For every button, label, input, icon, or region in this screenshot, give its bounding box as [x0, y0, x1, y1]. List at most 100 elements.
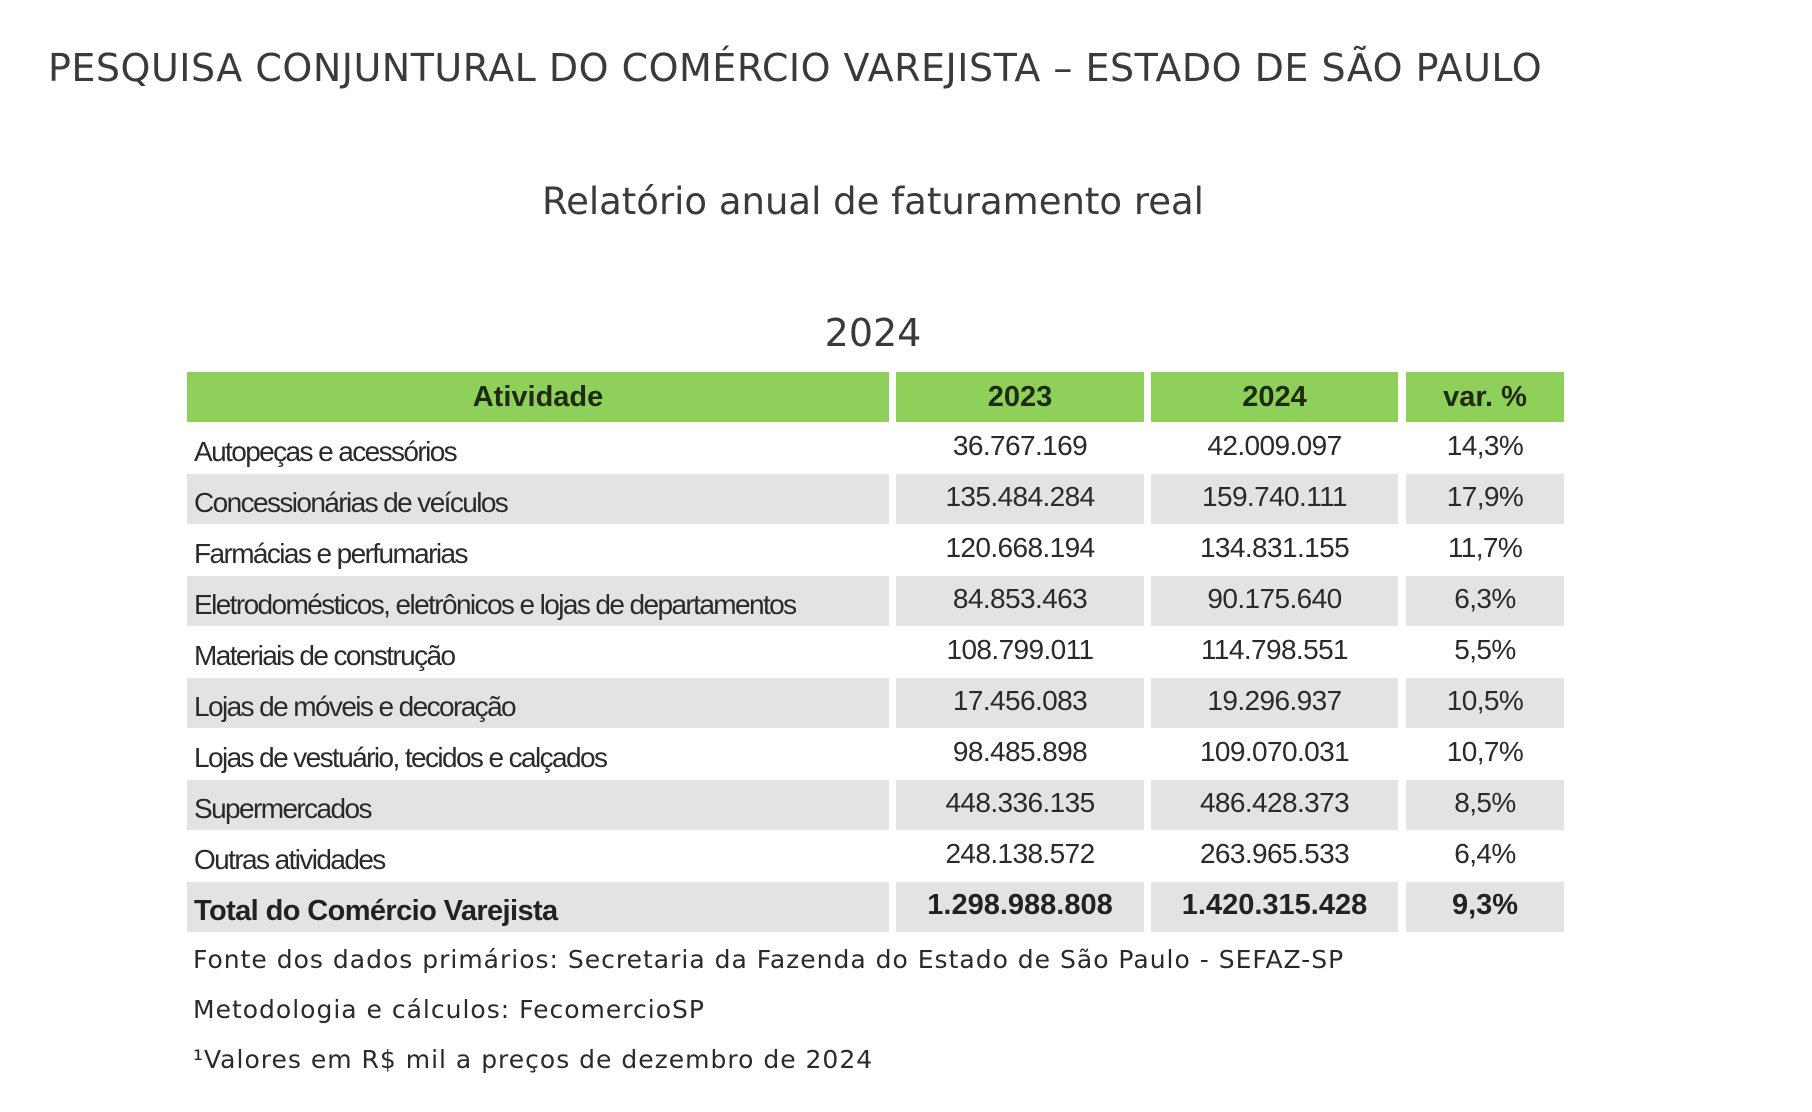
total-variation-cell: 9,3% — [1406, 882, 1564, 932]
header-2024: 2024 — [1151, 372, 1398, 422]
variation-value: 11,7% — [1447, 532, 1523, 563]
variation-cell: 6,4% — [1406, 831, 1564, 881]
value-2023: 120.668.194 — [945, 532, 1095, 563]
variation-value: 8,5% — [1454, 787, 1516, 818]
variation-cell: 10,7% — [1406, 729, 1564, 779]
table-header-row: Atividade 2023 2024 var. % — [187, 372, 1564, 422]
value-2023-cell: 84.853.463 — [896, 576, 1144, 626]
value-2024: 19.296.937 — [1207, 685, 1342, 716]
variation-value: 17,9% — [1446, 481, 1524, 512]
total-label: Total do Comércio Varejista — [194, 894, 558, 927]
header-variation: var. % — [1406, 372, 1564, 422]
table-row: Eletrodomésticos, eletrônicos e lojas de… — [187, 576, 1564, 626]
activity-cell: Lojas de vestuário, tecidos e calçados — [187, 729, 889, 779]
total-label-cell: Total do Comércio Varejista — [187, 882, 889, 932]
value-2023: 17.456.083 — [952, 685, 1088, 716]
value-2023: 448.336.135 — [945, 787, 1095, 818]
activity-label: Farmácias e perfumarias — [194, 538, 468, 569]
source-note: Fonte dos dados primários: Secretaria da… — [193, 945, 1345, 974]
value-2024: 486.428.373 — [1199, 787, 1350, 818]
variation-value: 6,3% — [1454, 583, 1516, 614]
variation-value: 6,4% — [1454, 838, 1516, 869]
value-2023-cell: 108.799.011 — [896, 627, 1144, 677]
variation-cell: 11,7% — [1406, 525, 1564, 575]
methodology-note: Metodologia e cálculos: FecomercioSP — [193, 995, 705, 1024]
total-2023: 1.298.988.808 — [927, 888, 1113, 921]
activity-cell: Eletrodomésticos, eletrônicos e lojas de… — [187, 576, 889, 626]
activity-cell: Autopeças e acessórios — [187, 423, 889, 473]
variation-cell: 10,5% — [1406, 678, 1564, 728]
value-2024-cell: 486.428.373 — [1151, 780, 1398, 830]
total-2024: 1.420.315.428 — [1181, 888, 1368, 921]
table-row: Outras atividades 248.138.572 263.965.53… — [187, 831, 1564, 881]
value-2024-cell: 159.740.111 — [1151, 474, 1398, 524]
value-2023: 248.138.572 — [945, 838, 1095, 869]
value-2024: 134.831.155 — [1199, 532, 1350, 563]
total-2024-cell: 1.420.315.428 — [1151, 882, 1398, 932]
value-2024: 90.175.640 — [1207, 583, 1342, 614]
table-row: Concessionárias de veículos 135.484.284 … — [187, 474, 1564, 524]
value-2024: 42.009.097 — [1207, 430, 1342, 461]
variation-cell: 8,5% — [1406, 780, 1564, 830]
revenue-table: Atividade 2023 2024 var. % Autopeças e a… — [187, 372, 1564, 933]
page-title: PESQUISA CONJUNTURAL DO COMÉRCIO VAREJIS… — [48, 46, 1543, 90]
table-notes: Fonte dos dados primários: Secretaria da… — [193, 942, 1344, 1092]
value-2023-cell: 17.456.083 — [896, 678, 1144, 728]
activity-cell: Outras atividades — [187, 831, 889, 881]
table-row: Lojas de vestuário, tecidos e calçados 9… — [187, 729, 1564, 779]
value-2023-cell: 36.767.169 — [896, 423, 1144, 473]
value-2024-cell: 109.070.031 — [1151, 729, 1398, 779]
activity-cell: Lojas de móveis e decoração — [187, 678, 889, 728]
value-2024: 263.965.533 — [1199, 838, 1350, 869]
activity-label: Supermercados — [194, 793, 372, 824]
activity-label: Outras atividades — [194, 844, 386, 875]
value-2023-cell: 120.668.194 — [896, 525, 1144, 575]
value-2024: 159.740.111 — [1202, 481, 1348, 512]
activity-label: Concessionárias de veículos — [194, 487, 509, 518]
activity-cell: Supermercados — [187, 780, 889, 830]
activity-label: Lojas de vestuário, tecidos e calçados — [194, 742, 608, 773]
value-2024: 109.070.031 — [1199, 736, 1350, 767]
value-2024-cell: 134.831.155 — [1151, 525, 1398, 575]
variation-cell: 5,5% — [1406, 627, 1564, 677]
values-footnote: ¹Valores em R$ mil a preços de dezembro … — [193, 1045, 874, 1074]
activity-cell: Materiais de construção — [187, 627, 889, 677]
table-row: Farmácias e perfumarias 120.668.194 134.… — [187, 525, 1564, 575]
table-row: Lojas de móveis e decoração 17.456.083 1… — [187, 678, 1564, 728]
variation-value: 14,3% — [1446, 430, 1524, 461]
variation-value: 10,5% — [1446, 685, 1524, 716]
report-subtitle: Relatório anual de faturamento real — [542, 180, 1204, 223]
variation-cell: 6,3% — [1406, 576, 1564, 626]
value-2023-cell: 248.138.572 — [896, 831, 1144, 881]
header-2023: 2023 — [896, 372, 1144, 422]
activity-label: Materiais de construção — [194, 640, 456, 671]
activity-cell: Concessionárias de veículos — [187, 474, 889, 524]
value-2024-cell: 114.798.551 — [1151, 627, 1398, 677]
activity-label: Autopeças e acessórios — [194, 436, 458, 467]
header-activity: Atividade — [187, 372, 889, 422]
value-2024-cell: 263.965.533 — [1151, 831, 1398, 881]
total-2023-cell: 1.298.988.808 — [896, 882, 1144, 932]
activity-label: Lojas de móveis e decoração — [194, 691, 517, 722]
activity-cell: Farmácias e perfumarias — [187, 525, 889, 575]
value-2023: 135.484.284 — [945, 481, 1095, 512]
variation-value: 5,5% — [1454, 634, 1516, 665]
variation-value: 10,7% — [1446, 736, 1524, 767]
value-2023-cell: 98.485.898 — [896, 729, 1144, 779]
value-2023: 98.485.898 — [952, 736, 1088, 767]
value-2023: 108.799.011 — [946, 634, 1094, 665]
value-2024-cell: 90.175.640 — [1151, 576, 1398, 626]
value-2023: 36.767.169 — [952, 430, 1088, 461]
total-variation: 9,3% — [1451, 888, 1519, 921]
value-2024-cell: 42.009.097 — [1151, 423, 1398, 473]
variation-cell: 17,9% — [1406, 474, 1564, 524]
table-total-row: Total do Comércio Varejista 1.298.988.80… — [187, 882, 1564, 932]
value-2023-cell: 135.484.284 — [896, 474, 1144, 524]
table-row: Autopeças e acessórios 36.767.169 42.009… — [187, 423, 1564, 473]
table-row: Supermercados 448.336.135 486.428.373 8,… — [187, 780, 1564, 830]
activity-label: Eletrodomésticos, eletrônicos e lojas de… — [194, 589, 797, 620]
report-year: 2024 — [824, 311, 922, 355]
value-2023: 84.853.463 — [952, 583, 1088, 614]
variation-cell: 14,3% — [1406, 423, 1564, 473]
table-row: Materiais de construção 108.799.011 114.… — [187, 627, 1564, 677]
